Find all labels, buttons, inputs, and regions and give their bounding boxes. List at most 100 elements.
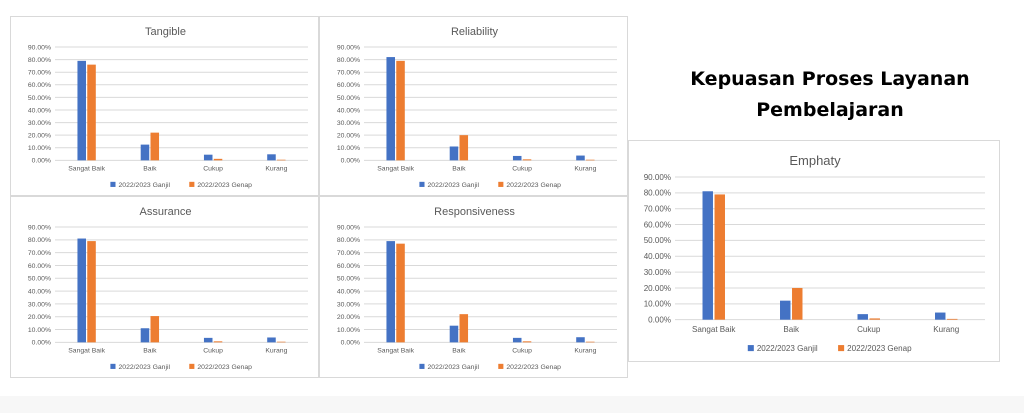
y-tick-label: 60.00% <box>337 82 360 89</box>
bar-genap <box>522 159 532 161</box>
chart-title: Reliability <box>451 26 499 38</box>
legend-swatch <box>498 363 504 369</box>
bar-genap <box>396 60 405 161</box>
y-tick-label: 70.00% <box>28 250 51 257</box>
legend-label: 2022/2023 Ganjil <box>119 364 171 371</box>
bar-genap <box>277 159 286 161</box>
bar-genap <box>150 316 160 343</box>
bar-ganjil <box>203 337 213 343</box>
x-tick-label: Baik <box>143 166 157 173</box>
y-tick-label: 90.00% <box>337 224 360 231</box>
legend-label: 2022/2023 Genap <box>197 364 252 371</box>
legend-label: 2022/2023 Ganjil <box>428 364 480 371</box>
y-tick-label: 30.00% <box>28 120 51 127</box>
x-tick-label: Baik <box>783 325 800 334</box>
bar-ganjil <box>576 155 585 161</box>
bar-genap <box>150 132 160 161</box>
bar-genap <box>87 64 96 161</box>
legend-label: 2022/2023 Ganjil <box>428 182 480 189</box>
legend-swatch <box>838 345 845 352</box>
chart-svg: Reliability 90.00% 80.00% 70.00% 60.00% 50.00… <box>337 26 617 189</box>
y-tick-label: 20.00% <box>28 133 51 140</box>
bar-genap <box>459 314 469 343</box>
chart-emphaty: Emphaty 90.00% 80.00% 70.00% 60.00% 50.00% 40.… <box>628 140 1000 362</box>
y-tick-label: 10.00% <box>28 327 51 334</box>
y-tick-label: 80.00% <box>337 237 360 244</box>
y-tick-label: 50.00% <box>644 236 671 245</box>
chart-svg: Assurance 90.00% 80.00% 70.00% 60.00% 50.00% 4… <box>28 206 308 371</box>
bottom-band <box>0 396 1024 413</box>
legend-swatch <box>110 363 116 369</box>
y-tick-label: 20.00% <box>28 314 51 321</box>
x-tick-label: Kurang <box>574 166 596 173</box>
bar-genap <box>714 194 725 320</box>
x-tick-label: Sangat Baik <box>377 348 414 355</box>
legend-label: 2022/2023 Ganjil <box>119 182 171 189</box>
bar-ganjil <box>267 154 276 161</box>
bar-ganjil <box>140 328 150 343</box>
y-tick-label: 20.00% <box>337 133 360 140</box>
y-tick-label: 40.00% <box>28 107 51 114</box>
y-tick-label: 30.00% <box>337 120 360 127</box>
y-tick-label: 40.00% <box>644 252 671 261</box>
bar-ganjil <box>780 300 791 320</box>
chart-title: Emphaty <box>789 153 841 168</box>
x-tick-label: Kurang <box>574 348 596 355</box>
y-tick-label: 40.00% <box>337 107 360 114</box>
bar-ganjil <box>77 60 86 161</box>
x-tick-label: Sangat Baik <box>692 325 736 334</box>
x-tick-label: Cukup <box>857 325 881 334</box>
y-tick-label: 0.00% <box>32 158 51 165</box>
y-tick-label: 0.00% <box>341 340 360 347</box>
chart-title: Tangible <box>145 26 186 38</box>
bar-genap <box>586 341 595 343</box>
y-tick-label: 90.00% <box>28 224 51 231</box>
y-tick-label: 70.00% <box>28 70 51 77</box>
x-tick-label: Cukup <box>203 166 223 173</box>
legend-swatch <box>189 181 195 187</box>
main-title-line-2: Pembelajaran <box>756 99 904 121</box>
bar-genap <box>213 341 223 343</box>
bar-genap <box>947 318 958 320</box>
chart-title: Responsiveness <box>434 206 515 218</box>
y-tick-label: 0.00% <box>648 316 671 325</box>
bar-genap <box>586 159 595 161</box>
chart-tangible: Tangible 90.00% 80.00% 70.00% 60.00% 50.00% 40… <box>10 16 319 196</box>
y-tick-label: 80.00% <box>337 57 360 64</box>
legend-label: 2022/2023 Genap <box>506 364 561 371</box>
x-tick-label: Kurang <box>933 325 959 334</box>
bar-genap <box>459 135 469 161</box>
bar-genap <box>277 341 286 343</box>
bar-ganjil <box>203 154 213 161</box>
x-tick-label: Cukup <box>512 166 532 173</box>
bar-ganjil <box>449 146 459 161</box>
legend-swatch <box>419 363 425 369</box>
y-tick-label: 40.00% <box>28 288 51 295</box>
y-tick-label: 70.00% <box>337 70 360 77</box>
main-title-line-1: Kepuasan Proses Layanan <box>690 68 970 90</box>
bar-genap <box>213 158 223 161</box>
bar-ganjil <box>449 325 459 343</box>
y-tick-label: 20.00% <box>337 314 360 321</box>
legend-swatch <box>498 181 504 187</box>
y-tick-label: 80.00% <box>644 189 671 198</box>
x-tick-label: Cukup <box>512 348 532 355</box>
x-tick-label: Cukup <box>203 348 223 355</box>
x-tick-label: Sangat Baik <box>68 348 105 355</box>
bar-ganjil <box>386 241 395 343</box>
y-tick-label: 70.00% <box>644 205 671 214</box>
legend-swatch <box>747 345 754 352</box>
y-tick-label: 90.00% <box>644 173 671 182</box>
y-tick-label: 10.00% <box>644 300 671 309</box>
bar-ganjil <box>935 312 946 320</box>
chart-assurance: Assurance 90.00% 80.00% 70.00% 60.00% 50.00% 4… <box>10 196 319 378</box>
y-tick-label: 50.00% <box>28 95 51 102</box>
y-tick-label: 60.00% <box>337 263 360 270</box>
legend-swatch <box>189 363 195 369</box>
legend-label: 2022/2023 Genap <box>197 182 252 189</box>
y-tick-label: 50.00% <box>337 95 360 102</box>
bar-ganjil <box>512 337 522 343</box>
x-tick-label: Sangat Baik <box>377 166 414 173</box>
chart-responsiveness: Responsiveness 90.00% 80.00% 70.00% 60.00% 50… <box>319 196 628 378</box>
bar-ganjil <box>857 314 868 320</box>
